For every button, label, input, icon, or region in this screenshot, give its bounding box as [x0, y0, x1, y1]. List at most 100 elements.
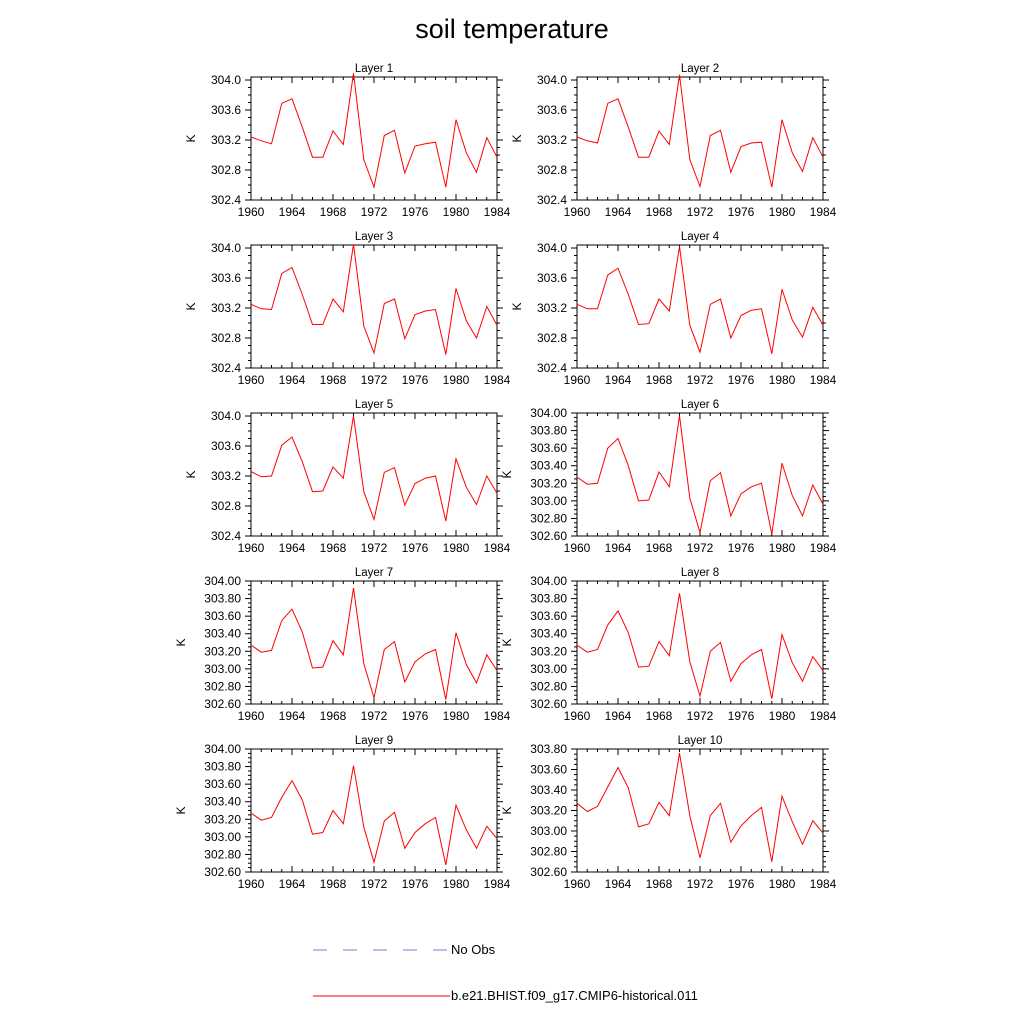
legend-model: b.e21.BHIST.f09_g17.CMIP6-historical.011	[312, 986, 732, 1006]
x-tick-label: 1960	[238, 709, 265, 723]
y-tick-label: 302.4	[211, 193, 241, 207]
x-tick-label: 1960	[564, 541, 591, 555]
y-tick-label: 303.6	[537, 271, 567, 285]
x-tick-label: 1976	[402, 373, 429, 387]
x-tick-label: 1972	[687, 373, 714, 387]
page-title: soil temperature	[415, 14, 609, 44]
x-tick-label: 1960	[238, 877, 265, 891]
y-tick-label: 303.60	[530, 609, 567, 623]
y-tick-label: 303.80	[204, 760, 241, 774]
y-tick-label: 303.20	[204, 644, 241, 658]
y-tick-label: 304.00	[204, 742, 241, 756]
series-line	[576, 753, 824, 862]
x-tick-label: 1980	[443, 373, 470, 387]
y-tick-label: 302.4	[537, 361, 567, 375]
x-tick-label: 1968	[646, 541, 673, 555]
x-tick-label: 1968	[646, 877, 673, 891]
x-tick-label: 1976	[402, 877, 429, 891]
y-tick-label: 302.4	[211, 529, 241, 543]
x-tick-label: 1964	[605, 877, 632, 891]
y-tick-label: 304.0	[211, 409, 241, 423]
y-axis-label: K	[174, 806, 188, 814]
panel-layer-10: Layer 10 1960 1964 1968 1972 1976 1980 1984 302.…	[500, 735, 837, 891]
y-tick-label: 303.80	[530, 742, 567, 756]
y-tick-label: 302.60	[530, 697, 567, 711]
y-tick-label: 303.6	[211, 439, 241, 453]
x-tick-label: 1984	[484, 205, 511, 219]
panel-layer-3: Layer 3 1960 1964 1968 1972 1976 1980 1984 302.4…	[184, 231, 511, 387]
x-tick-label: 1984	[810, 541, 837, 555]
x-tick-label: 1972	[361, 541, 388, 555]
y-tick-label: 302.4	[537, 193, 567, 207]
panel-layer-9: Layer 9 1960 1964 1968 1972 1976 1980 1984 302.6…	[174, 735, 511, 891]
x-tick-label: 1980	[769, 205, 796, 219]
panel-title: Layer 10	[678, 735, 723, 747]
y-tick-label: 302.80	[530, 679, 567, 693]
y-tick-label: 303.2	[211, 301, 241, 315]
x-tick-label: 1984	[484, 709, 511, 723]
y-tick-label: 303.20	[530, 476, 567, 490]
x-tick-label: 1976	[402, 205, 429, 219]
y-tick-label: 303.80	[204, 592, 241, 606]
panel-layer-1: Layer 1 1960 1964 1968 1972 1976 1980 1984 302.4…	[184, 63, 511, 219]
panel-title: Layer 8	[681, 567, 719, 579]
x-tick-label: 1984	[484, 877, 511, 891]
y-tick-label: 302.60	[530, 529, 567, 543]
y-tick-label: 303.60	[204, 609, 241, 623]
panel-title: Layer 9	[355, 735, 393, 747]
y-tick-label: 303.00	[204, 830, 241, 844]
y-tick-label: 304.0	[211, 241, 241, 255]
x-tick-label: 1972	[361, 709, 388, 723]
y-axis-label: K	[500, 806, 514, 814]
y-tick-label: 302.4	[211, 361, 241, 375]
y-tick-label: 302.60	[530, 865, 567, 879]
x-tick-label: 1960	[564, 709, 591, 723]
x-tick-label: 1976	[728, 709, 755, 723]
x-tick-label: 1980	[769, 709, 796, 723]
y-axis-label: K	[500, 470, 514, 478]
y-tick-label: 303.00	[530, 494, 567, 508]
series-line	[250, 765, 498, 866]
y-tick-label: 302.80	[530, 845, 567, 859]
y-axis-label: K	[174, 638, 188, 646]
panel-title: Layer 2	[681, 63, 719, 75]
x-tick-label: 1980	[769, 877, 796, 891]
y-axis-label: K	[184, 302, 198, 310]
y-axis-label: K	[184, 470, 198, 478]
x-tick-label: 1964	[279, 877, 306, 891]
y-tick-label: 303.40	[204, 795, 241, 809]
y-tick-label: 303.6	[211, 271, 241, 285]
x-tick-label: 1984	[810, 877, 837, 891]
x-tick-label: 1968	[320, 373, 347, 387]
x-tick-label: 1960	[564, 373, 591, 387]
y-tick-label: 303.80	[530, 424, 567, 438]
y-tick-label: 304.0	[211, 73, 241, 87]
panel-layer-4: Layer 4 1960 1964 1968 1972 1976 1980 1984 302.4…	[510, 231, 837, 387]
x-tick-label: 1976	[402, 541, 429, 555]
panel-title: Layer 4	[681, 231, 720, 243]
x-tick-label: 1968	[646, 373, 673, 387]
x-tick-label: 1964	[605, 373, 632, 387]
y-tick-label: 303.20	[530, 644, 567, 658]
panel-title: Layer 1	[355, 63, 393, 75]
series-line	[576, 74, 824, 189]
x-tick-label: 1972	[361, 373, 388, 387]
y-tick-label: 304.00	[530, 574, 567, 588]
x-tick-label: 1976	[728, 877, 755, 891]
y-tick-label: 303.2	[211, 469, 241, 483]
y-tick-label: 303.60	[204, 777, 241, 791]
x-tick-label: 1984	[810, 205, 837, 219]
x-tick-label: 1968	[320, 541, 347, 555]
plot-frame	[250, 76, 498, 201]
x-tick-label: 1960	[564, 205, 591, 219]
plot-frame	[576, 76, 824, 201]
legend-obs-swatch	[313, 949, 450, 951]
series-line	[250, 73, 498, 190]
x-tick-label: 1976	[402, 709, 429, 723]
x-tick-label: 1976	[728, 205, 755, 219]
legend-obs: No Obs	[312, 940, 612, 960]
plot-frame	[250, 580, 498, 705]
plot-frame	[576, 244, 824, 369]
y-tick-label: 302.60	[204, 865, 241, 879]
y-tick-label: 303.40	[530, 783, 567, 797]
